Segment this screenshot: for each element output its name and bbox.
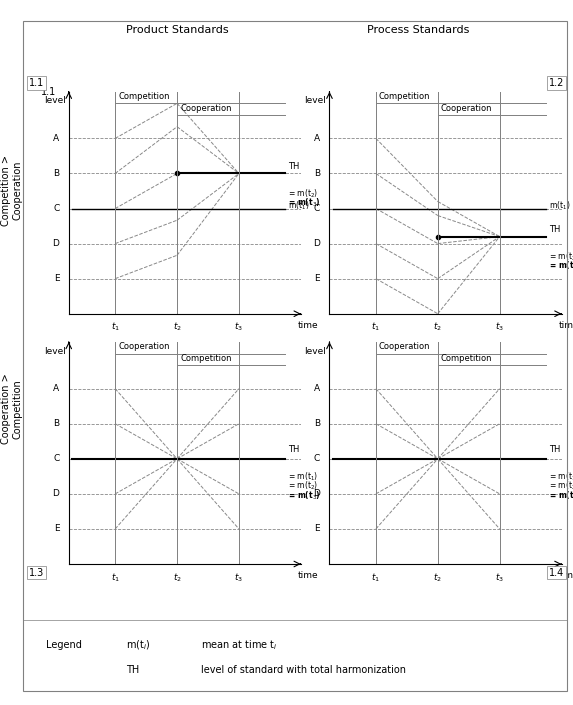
Text: mean at time t$_i$: mean at time t$_i$ bbox=[201, 638, 277, 652]
Text: $t_3$: $t_3$ bbox=[495, 571, 504, 584]
Text: Cooperation: Cooperation bbox=[180, 104, 231, 113]
Text: TH: TH bbox=[288, 162, 300, 171]
Text: Competition >
Cooperation: Competition > Cooperation bbox=[1, 155, 22, 226]
Text: Competition: Competition bbox=[180, 354, 231, 363]
Text: level: level bbox=[304, 347, 327, 355]
Text: TH: TH bbox=[549, 445, 560, 454]
Text: Process Standards: Process Standards bbox=[367, 25, 469, 35]
Text: m(t$_1$): m(t$_1$) bbox=[288, 200, 310, 212]
Text: 1.4: 1.4 bbox=[549, 568, 564, 577]
Text: Legend: Legend bbox=[46, 640, 82, 650]
Text: Competition: Competition bbox=[441, 354, 492, 363]
Text: E: E bbox=[54, 525, 60, 534]
Text: $t_1$: $t_1$ bbox=[111, 321, 120, 333]
Text: TH: TH bbox=[549, 225, 560, 234]
Text: B: B bbox=[314, 419, 320, 428]
Text: Competition: Competition bbox=[118, 92, 170, 101]
Text: B: B bbox=[53, 169, 60, 178]
Text: $t_3$: $t_3$ bbox=[495, 321, 504, 333]
Text: C: C bbox=[53, 204, 60, 213]
Text: $t_2$: $t_2$ bbox=[433, 571, 442, 584]
Text: Competition: Competition bbox=[379, 92, 430, 101]
Text: = m(t$_3$): = m(t$_3$) bbox=[549, 260, 573, 272]
Text: = m(t$_1$): = m(t$_1$) bbox=[288, 470, 319, 483]
Text: time: time bbox=[559, 571, 573, 580]
Text: = m(t$_2$): = m(t$_2$) bbox=[288, 480, 319, 492]
Text: D: D bbox=[313, 239, 320, 248]
Text: $t_1$: $t_1$ bbox=[111, 571, 120, 584]
Text: level of standard with total harmonization: level of standard with total harmonizati… bbox=[201, 665, 406, 675]
Text: $t_1$: $t_1$ bbox=[371, 321, 380, 333]
Text: $t_3$: $t_3$ bbox=[234, 321, 244, 333]
Text: 1.1: 1.1 bbox=[29, 78, 44, 88]
Text: = m(t$_2$): = m(t$_2$) bbox=[549, 480, 573, 492]
Text: m(t$_1$): m(t$_1$) bbox=[549, 200, 571, 212]
Text: A: A bbox=[314, 384, 320, 393]
Text: time: time bbox=[559, 321, 573, 330]
Text: level: level bbox=[44, 97, 66, 105]
Text: level: level bbox=[304, 97, 327, 105]
Text: 1.3: 1.3 bbox=[29, 568, 44, 577]
Text: 1.2: 1.2 bbox=[549, 78, 564, 88]
Text: B: B bbox=[53, 419, 60, 428]
Text: $t_1$: $t_1$ bbox=[371, 571, 380, 584]
Text: E: E bbox=[54, 274, 60, 283]
Text: time: time bbox=[298, 571, 319, 580]
Text: D: D bbox=[313, 489, 320, 498]
Text: = m(t$_3$): = m(t$_3$) bbox=[288, 489, 321, 502]
Text: level: level bbox=[44, 347, 66, 355]
Text: C: C bbox=[314, 204, 320, 213]
Text: Cooperation: Cooperation bbox=[118, 342, 170, 351]
Text: A: A bbox=[53, 384, 60, 393]
Text: 1.1: 1.1 bbox=[41, 87, 56, 97]
Text: E: E bbox=[315, 525, 320, 534]
Text: C: C bbox=[314, 454, 320, 463]
Text: A: A bbox=[53, 134, 60, 143]
Text: $t_2$: $t_2$ bbox=[433, 321, 442, 333]
Text: = m(t$_3$): = m(t$_3$) bbox=[288, 197, 321, 209]
Text: Cooperation: Cooperation bbox=[379, 342, 430, 351]
Text: D: D bbox=[53, 489, 60, 498]
Text: TH: TH bbox=[126, 665, 139, 675]
Text: Cooperation >
Competition: Cooperation > Competition bbox=[1, 374, 22, 444]
Text: C: C bbox=[53, 454, 60, 463]
Text: B: B bbox=[314, 169, 320, 178]
Text: time: time bbox=[298, 321, 319, 330]
Text: D: D bbox=[53, 239, 60, 248]
Text: m(t$_i$): m(t$_i$) bbox=[126, 638, 150, 652]
Text: Product Standards: Product Standards bbox=[126, 25, 229, 35]
Text: E: E bbox=[315, 274, 320, 283]
Text: $t_2$: $t_2$ bbox=[172, 321, 182, 333]
Text: = m(t$_1$): = m(t$_1$) bbox=[549, 470, 573, 483]
Text: $t_3$: $t_3$ bbox=[234, 571, 244, 584]
Text: = m(t$_2$): = m(t$_2$) bbox=[549, 250, 573, 263]
Text: A: A bbox=[314, 134, 320, 143]
Text: $t_2$: $t_2$ bbox=[172, 571, 182, 584]
Text: = m(t$_2$): = m(t$_2$) bbox=[288, 188, 319, 200]
Text: TH: TH bbox=[288, 445, 300, 454]
Text: = m(t$_3$): = m(t$_3$) bbox=[549, 489, 573, 502]
Text: Cooperation: Cooperation bbox=[441, 104, 492, 113]
